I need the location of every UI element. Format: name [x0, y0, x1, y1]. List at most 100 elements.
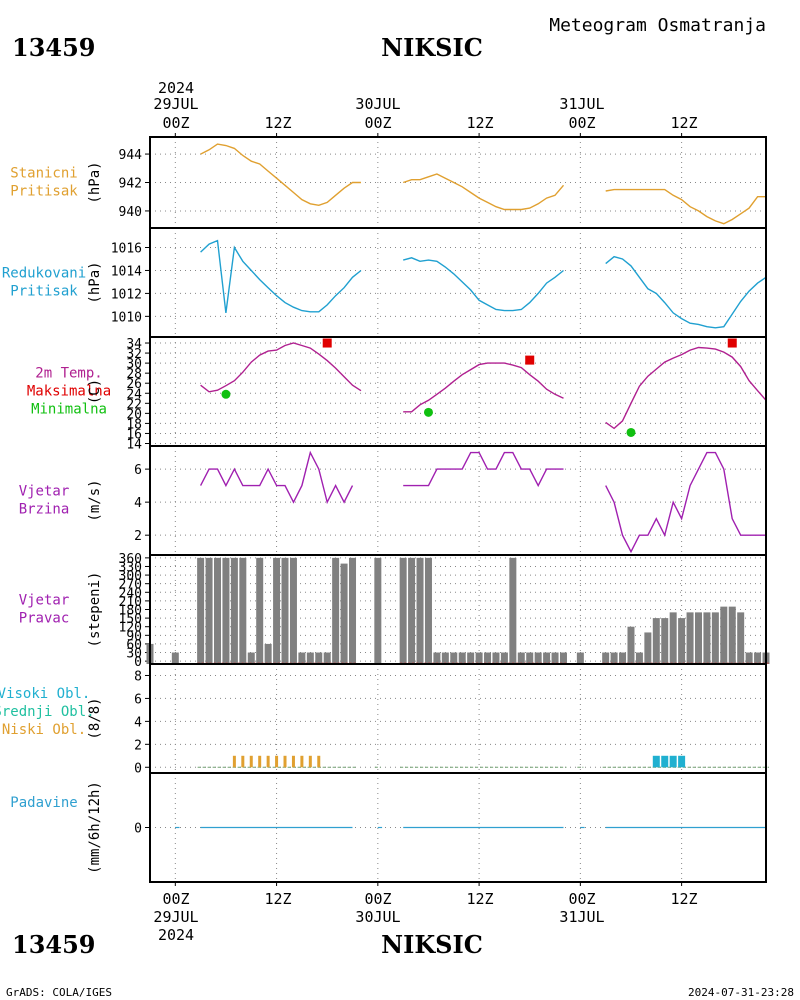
hour-label-bottom-6: 12Z	[670, 890, 697, 908]
panel-4-ytick-label: 210	[119, 595, 142, 610]
panels-layer: 940 942 944 Stanicni Pritisak (hPa) 1010 1012 10…	[0, 133, 770, 886]
year-label-bottom: 2024	[158, 926, 194, 944]
panel-4-direction-bar	[627, 626, 635, 664]
panel-4-ytick-label: 150	[119, 612, 142, 627]
panel-2-label-0: 2m Temp.	[35, 366, 102, 382]
panel-0-unit-label: (hPa)	[87, 161, 103, 203]
panel-4-direction-bar	[661, 618, 669, 664]
date-label-bottom-3: 31JUL	[559, 908, 604, 926]
panel-4-direction-bar	[551, 652, 559, 664]
panel-2-label-2: Minimalna	[31, 402, 107, 418]
panel-4-ytick-label: 270	[119, 578, 142, 593]
panel-4-direction-bar	[256, 557, 264, 664]
panel-1-series-line	[200, 239, 362, 313]
panel-5-cloud-bar	[308, 755, 312, 768]
panel-4-direction-bar	[517, 652, 525, 664]
panel-0-ytick-label: 942	[119, 177, 142, 192]
panel-4-direction-bar	[711, 612, 719, 664]
panel-5-cloud-bar	[258, 755, 262, 768]
panel-4-direction-bar	[399, 557, 407, 664]
panel-4-unit-label: (stepeni)	[87, 572, 103, 648]
panel-1-unit-label: (hPa)	[87, 261, 103, 303]
panel-4-direction-bar	[239, 557, 247, 664]
panel-4-ytick-label: 360	[119, 552, 142, 567]
panel-5-label-2: Niski Obl.	[2, 722, 86, 738]
panel-4-direction-bar	[222, 557, 230, 664]
panel-2-ytick-label: 20	[126, 407, 142, 422]
panel-3-ytick-label: 6	[134, 463, 142, 478]
panel-0-series-line	[605, 188, 766, 225]
panel-2-unit-label: (C)	[87, 379, 103, 404]
hour-label-top-6: 12Z	[670, 114, 697, 132]
panel-4-direction-bar	[534, 652, 542, 664]
panel-4-direction-bar	[340, 563, 348, 664]
panel-5-ytick-label: 8	[134, 669, 142, 684]
panel-4-direction-bar	[484, 652, 492, 664]
panel-4-direction-bar	[416, 557, 424, 664]
panel-2-ytick-label: 28	[126, 367, 142, 382]
panel-4-direction-bar	[306, 652, 314, 664]
panel-frame-3	[149, 445, 767, 556]
panel-5-cloud-bar	[275, 755, 279, 768]
panel-4-ytick-label: 330	[119, 560, 142, 575]
panel-4-direction-bar	[171, 652, 179, 664]
panel-3-series-line	[403, 451, 564, 488]
panel-4-direction-bar	[433, 652, 441, 664]
station-name-bottom: NIKSIC	[381, 930, 483, 959]
panel-1-ytick-label: 1010	[111, 310, 142, 325]
panel-3-series-line	[605, 451, 766, 554]
panel-4-direction-bar	[559, 652, 567, 664]
hour-label-top-2: 12Z	[264, 114, 291, 132]
panel-2-tmin-marker	[626, 427, 636, 437]
panel-4-direction-bar	[349, 557, 357, 664]
panel-4-direction-bar	[619, 652, 627, 664]
panel-4-direction-bar	[678, 618, 686, 664]
panel-4-direction-bar	[315, 652, 323, 664]
panel-3-ytick-label: 4	[134, 496, 142, 511]
panel-5-ytick-label: 0	[134, 761, 142, 776]
hour-label-bottom-3: 00Z	[364, 890, 391, 908]
hour-label-top-4: 12Z	[466, 114, 493, 132]
panel-4-direction-bar	[745, 652, 753, 664]
panel-5-cloud-bar	[241, 755, 245, 768]
panel-4-direction-bar	[408, 557, 416, 664]
panel-3-series-line	[199, 450, 354, 505]
panel-4-direction-bar	[543, 652, 551, 664]
panel-4-ytick-label: 180	[119, 604, 142, 619]
panel-0-label-1: Pritisak	[10, 184, 78, 200]
panel-4-ytick-label: 300	[119, 569, 142, 584]
panel-4-direction-bar	[214, 557, 222, 664]
panel-5-cloud-bar	[232, 755, 236, 768]
station-id-top: 13459	[12, 33, 96, 62]
year-label-top: 2024	[158, 79, 194, 97]
panel-4-direction-bar	[475, 652, 483, 664]
panel-4-direction-bar	[374, 557, 382, 664]
panel-4-direction-bar	[458, 652, 466, 664]
panel-5-cloud-bar	[669, 755, 677, 768]
panel-2-ytick-label: 34	[126, 337, 142, 352]
panel-5-cloud-bar	[652, 755, 660, 768]
panel-2-ytick-label: 14	[126, 437, 142, 452]
date-label-top-2: 30JUL	[355, 95, 400, 113]
panel-6-unit-label: (mm/6h/12h)	[87, 781, 103, 874]
panel-5-label-1: Srednji Obl.	[0, 704, 95, 720]
panel-3-label-1: Brzina	[19, 502, 70, 518]
panel-4-ytick-label: 240	[119, 586, 142, 601]
panel-0-series-line	[402, 173, 565, 211]
footer-timestamp: 2024-07-31-23:28	[688, 986, 794, 999]
hour-label-bottom-1: 00Z	[162, 890, 189, 908]
panel-frame-6	[149, 772, 767, 883]
panel-4-direction-bar	[635, 652, 643, 664]
panel-4-direction-bar	[332, 557, 340, 664]
panel-4-direction-bar	[500, 652, 508, 664]
product-title: Meteogram Osmatranja	[549, 15, 766, 36]
panel-4-direction-bar	[450, 652, 458, 664]
panel-4-ytick-label: 30	[126, 647, 142, 662]
panel-3-unit-label: (m/s)	[87, 479, 103, 521]
panel-5-unit-label: (8/8)	[87, 697, 103, 739]
panel-5-cloud-bar	[283, 755, 287, 768]
panel-1-series-line	[605, 255, 767, 329]
panel-5-cloud-bar	[317, 755, 321, 768]
panel-2-label-1: Maksimalna	[27, 384, 111, 400]
panel-0-label-0: Stanicni	[10, 166, 77, 182]
